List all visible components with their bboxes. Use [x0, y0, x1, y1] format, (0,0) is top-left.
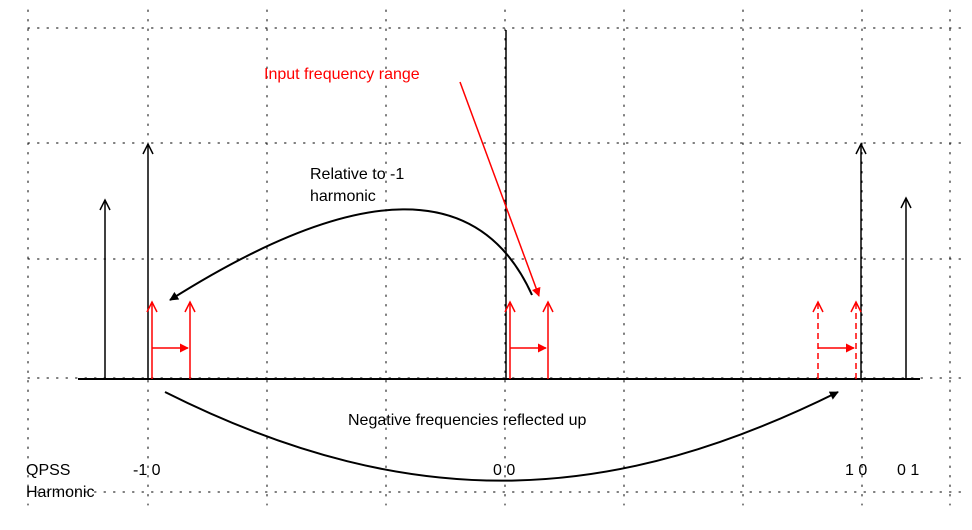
input-label-pointer	[459, 81, 541, 297]
input-arrowhead	[542, 300, 554, 313]
tick-label-m10: -1 0	[133, 462, 161, 479]
tick-label-10: 1 0	[845, 462, 868, 479]
tone-arrowhead	[142, 142, 154, 155]
input-arrowhead	[184, 300, 196, 313]
input-frequency-range-label: Input frequency range	[264, 66, 420, 83]
relative-to-harmonic-label-line2: harmonic	[310, 188, 376, 205]
input-arrowhead	[504, 300, 516, 313]
negative-reflect-arrow	[164, 391, 839, 482]
input-tones	[146, 81, 862, 379]
harmonic-label: Harmonic	[26, 484, 95, 501]
tick-label-01: 0 1	[897, 462, 920, 479]
relative-harmonic-arrow	[169, 208, 533, 301]
tone-arrowhead	[855, 142, 867, 155]
input-arrowhead	[812, 300, 824, 313]
tone-arrowhead	[900, 196, 912, 209]
relative-to-harmonic-label-line1: Relative to -1	[310, 166, 405, 183]
input-arrowhead	[850, 300, 862, 313]
tone-arrowhead	[99, 198, 111, 211]
qpss-label: QPSS	[26, 462, 71, 479]
tick-label-00: 0 0	[493, 462, 516, 479]
negative-frequencies-label: Negative frequencies reflected up	[348, 412, 587, 429]
input-arrowhead	[146, 300, 158, 313]
grid	[27, 9, 969, 506]
